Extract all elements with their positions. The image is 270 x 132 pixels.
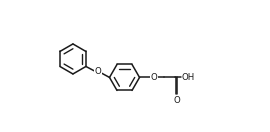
Text: O: O [151, 73, 157, 82]
Text: O: O [94, 67, 101, 76]
Text: O: O [173, 96, 180, 105]
Text: OH: OH [182, 73, 195, 82]
